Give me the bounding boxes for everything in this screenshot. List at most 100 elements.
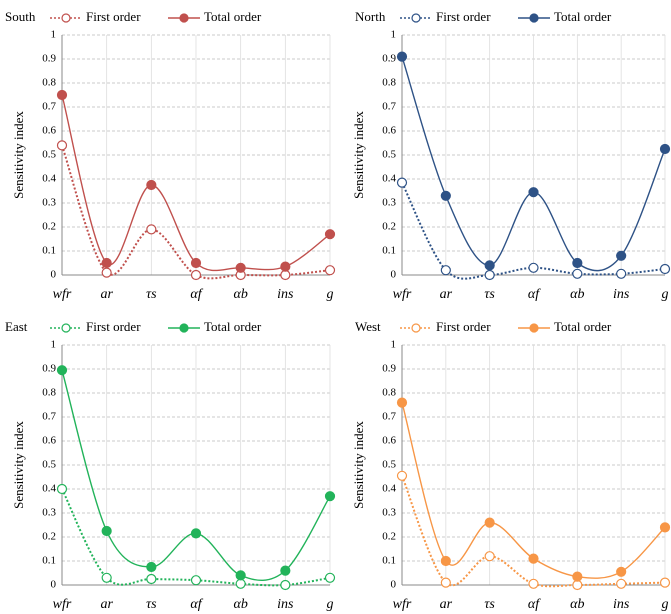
y-tick-label: 0.4 (382, 483, 396, 495)
x-tick-label: ins (613, 287, 630, 302)
panel: 0 0.1 0.2 0.3 0.4 0.5 0.6 0.7 0.8 0.9 1 wfr ar τs αf αb… (5, 9, 336, 302)
y-tick-label: 0 (391, 269, 397, 281)
legend-marker (529, 13, 539, 23)
panel: 0 0.1 0.2 0.3 0.4 0.5 0.6 0.7 0.8 0.9 1 wfr ar τs αf αb… (351, 319, 671, 612)
data-point (396, 177, 408, 188)
legend-marker (411, 323, 421, 333)
y-tick-label: 0 (51, 579, 57, 591)
y-tick-label: 0.1 (382, 555, 396, 567)
legend-marker (529, 323, 539, 333)
x-tick-label: g (662, 597, 669, 612)
data-point (190, 575, 202, 586)
y-tick-label: 0.7 (382, 411, 396, 423)
y-tick-label: 0.8 (42, 77, 56, 89)
x-tick-label: ar (440, 287, 453, 302)
x-tick-label: wfr (393, 287, 412, 302)
y-tick-label: 0.6 (42, 435, 56, 447)
data-point (101, 257, 112, 269)
x-tick-label: αf (528, 597, 541, 612)
y-tick-label: 0 (51, 269, 57, 281)
data-point (146, 224, 157, 235)
data-point (484, 517, 495, 528)
legend-marker (61, 323, 71, 333)
data-point (280, 269, 291, 281)
data-point (440, 555, 451, 567)
legend-label: Total order (204, 9, 262, 24)
data-point (190, 528, 202, 539)
data-point (280, 261, 291, 272)
data-point (396, 51, 408, 62)
y-tick-label: 0.6 (382, 435, 396, 447)
y-tick-label: 0.1 (42, 555, 56, 567)
panel-title: West (355, 319, 381, 334)
data-point (659, 522, 671, 533)
y-tick-label: 1 (391, 29, 397, 41)
data-point (146, 561, 157, 573)
panel-title: East (5, 319, 28, 334)
data-point (659, 263, 671, 275)
x-tick-label: g (662, 287, 669, 302)
data-point (56, 365, 68, 376)
legend-label: First order (436, 9, 491, 24)
y-tick-label: 0.3 (42, 507, 56, 519)
y-tick-label: 0.8 (382, 77, 396, 89)
data-point (659, 577, 671, 588)
x-tick-label: ins (277, 287, 294, 302)
y-tick-label: 0.2 (42, 221, 56, 233)
data-point (440, 577, 451, 588)
data-point (324, 265, 336, 276)
x-tick-label: τs (146, 597, 157, 612)
data-point (572, 268, 583, 279)
x-tick-label: τs (484, 597, 495, 612)
y-tick-label: 0.1 (382, 245, 396, 257)
x-tick-label: αb (233, 597, 247, 612)
y-tick-label: 0.3 (42, 197, 56, 209)
legend-marker (179, 13, 189, 23)
x-tick-label: αb (570, 287, 584, 302)
data-point (56, 140, 68, 151)
y-axis-label: Sensitivity index (351, 111, 366, 199)
y-tick-label: 0.7 (382, 101, 396, 113)
panel-title: South (5, 9, 36, 24)
data-point (396, 397, 408, 408)
data-point (440, 265, 451, 276)
y-tick-label: 0.7 (42, 411, 56, 423)
data-point (280, 565, 291, 576)
panel-title: North (355, 9, 386, 24)
y-tick-label: 0.5 (382, 459, 396, 471)
x-tick-label: τs (146, 287, 157, 302)
x-tick-label: g (327, 597, 334, 612)
data-point (659, 143, 671, 155)
y-tick-label: 0.5 (382, 149, 396, 161)
y-tick-label: 0.4 (42, 173, 56, 185)
x-tick-label: αf (528, 287, 541, 302)
y-tick-label: 0.7 (42, 101, 56, 113)
data-point (572, 571, 583, 582)
y-tick-label: 0.5 (42, 459, 56, 471)
x-tick-label: αf (190, 287, 203, 302)
data-point (235, 570, 246, 581)
data-point (101, 267, 112, 278)
y-tick-label: 1 (51, 339, 57, 351)
data-point (324, 572, 336, 583)
legend-label: Total order (554, 9, 612, 24)
y-tick-label: 0 (391, 579, 397, 591)
y-tick-label: 0.4 (42, 483, 56, 495)
data-point (528, 578, 539, 589)
panel: 0 0.1 0.2 0.3 0.4 0.5 0.6 0.7 0.8 0.9 1 wfr ar τs αf αb… (5, 319, 336, 612)
y-tick-label: 0.6 (382, 125, 396, 137)
x-tick-label: wfr (53, 287, 72, 302)
data-point (235, 262, 246, 273)
data-point (484, 551, 495, 562)
y-tick-label: 0.2 (42, 531, 56, 543)
y-axis-label: Sensitivity index (11, 111, 26, 199)
y-tick-label: 0.9 (42, 363, 56, 375)
data-point (616, 268, 627, 279)
legend-label: First order (436, 319, 491, 334)
legend-label: Total order (204, 319, 262, 334)
x-tick-label: αb (570, 597, 584, 612)
data-point (528, 262, 539, 273)
legend-label: Total order (554, 319, 612, 334)
y-tick-label: 0.4 (382, 173, 396, 185)
